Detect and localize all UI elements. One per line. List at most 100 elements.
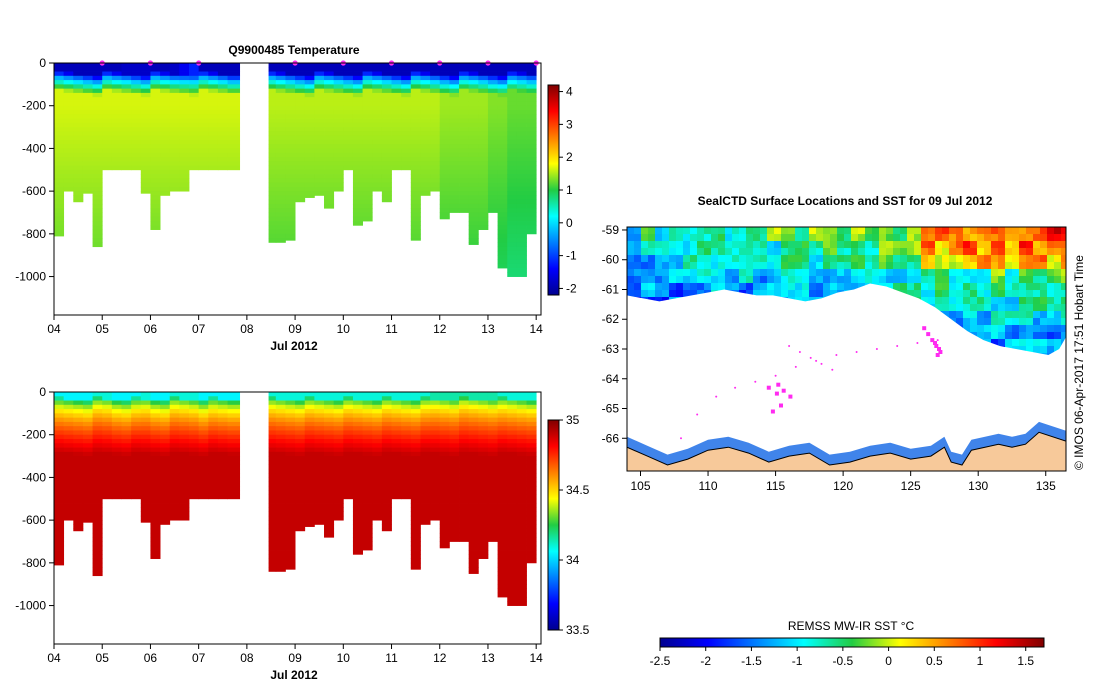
salinity-cell [275, 567, 286, 572]
salinity-cell [217, 392, 228, 397]
sst-cell [753, 290, 761, 298]
temperature-cell [285, 212, 296, 218]
temperature-cell [208, 152, 219, 158]
salinity-cell [526, 430, 537, 436]
sst-cell [921, 297, 929, 305]
temperature-cell [401, 131, 412, 137]
salinity-cell [92, 481, 103, 487]
temperature-cell [343, 122, 354, 128]
salinity-cell [487, 524, 498, 530]
sst-cell [690, 269, 698, 277]
salinity-cell [401, 409, 412, 414]
sst-cell [655, 248, 663, 256]
salinity-cell [459, 537, 470, 542]
salinity-cell [381, 515, 392, 521]
temperature-cell [420, 131, 431, 137]
temperature-cell [391, 88, 402, 94]
salinity-cell [285, 515, 296, 521]
salinity-cell [121, 392, 132, 397]
sst-cell [781, 234, 789, 242]
sst-cell [851, 234, 859, 242]
temperature-cell [352, 118, 363, 124]
sst-cell [963, 318, 971, 326]
temperature-cell [352, 105, 363, 111]
temperature-cell [430, 101, 441, 107]
temperature-cell [343, 114, 354, 119]
temperature-cell [459, 109, 470, 115]
sst-cell [676, 269, 684, 277]
temperature-cell [372, 114, 383, 119]
salinity-cell [352, 400, 363, 406]
temperature-cell [140, 105, 151, 111]
temperature-cell [314, 148, 325, 154]
sst-cell [816, 262, 824, 270]
temperature-cell [352, 203, 363, 209]
temperature-cell [227, 144, 241, 149]
temperature-cell [217, 139, 228, 145]
temperature-cell [468, 63, 479, 68]
salinity-cell [54, 473, 65, 478]
salinity-cell [82, 456, 93, 461]
temperature-cell [208, 135, 219, 141]
salinity-cell [459, 421, 470, 427]
salinity-cell [121, 404, 132, 410]
temperature-cell [285, 139, 296, 145]
salinity-cell [343, 473, 354, 478]
temperature-cell [54, 148, 65, 154]
salinity-cell [82, 498, 93, 504]
temperature-cell [430, 109, 441, 115]
sst-cell [739, 255, 747, 263]
temperature-cell [304, 186, 315, 192]
salinity-cell [169, 400, 180, 406]
salinity-cell [487, 400, 498, 406]
temperature-cell [324, 118, 335, 124]
temperature-cell [54, 97, 65, 102]
temperature-cell [526, 174, 537, 179]
temperature-x-tick-label: 11 [385, 322, 398, 336]
salinity-cell [333, 447, 344, 453]
salinity-cell [362, 417, 373, 423]
salinity-cell [362, 443, 373, 448]
temperature-cell [63, 169, 74, 175]
salinity-cell [410, 456, 421, 461]
salinity-cell [179, 434, 190, 440]
temperature-cell [217, 122, 228, 128]
temperature-cell [487, 131, 498, 137]
salinity-cell [179, 413, 190, 419]
salinity-cell [102, 490, 113, 495]
sst-cell [956, 318, 964, 326]
temperature-cell [314, 186, 325, 192]
salinity-cell [268, 417, 277, 423]
salinity-cell [410, 426, 421, 431]
salinity-cell [92, 520, 103, 525]
salinity-cell [54, 503, 65, 508]
salinity-cell [381, 456, 392, 461]
temperature-cell [63, 161, 74, 166]
sst-cell [970, 234, 978, 242]
salinity-cell [516, 443, 527, 448]
salinity-cell [343, 460, 354, 466]
temperature-cell [487, 174, 498, 179]
salinity-cell [430, 392, 441, 397]
salinity-cell [526, 392, 537, 397]
temperature-cell [343, 135, 354, 141]
salinity-cell [497, 537, 508, 542]
salinity-cell [285, 396, 296, 401]
sst-cell [837, 283, 845, 291]
temperature-cell [478, 174, 489, 179]
temperature-cell [189, 92, 200, 98]
temperature-cell [73, 118, 84, 124]
temperature-cell [227, 109, 241, 115]
sst-cell [753, 248, 761, 256]
temperature-cell [362, 212, 373, 218]
salinity-cell [507, 507, 518, 512]
temperature-cell [324, 109, 335, 115]
temperature-cell [285, 101, 296, 107]
temperature-cell [401, 63, 412, 68]
temperature-cell [401, 75, 412, 81]
temperature-cell [169, 186, 180, 192]
salinity-cell [208, 490, 219, 495]
temperature-cell [304, 122, 315, 128]
salinity-cell [198, 438, 209, 444]
